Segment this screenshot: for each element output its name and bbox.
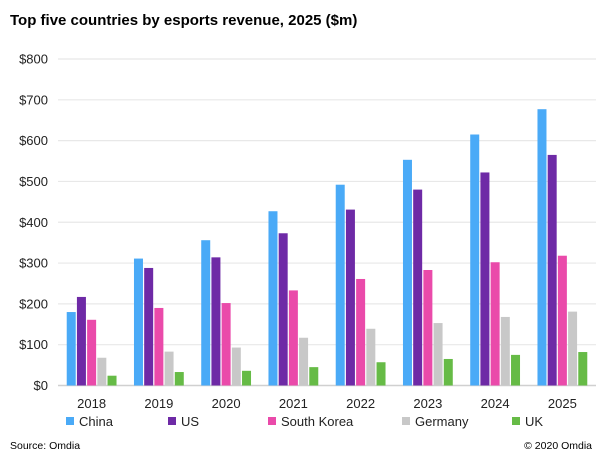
bar-us-2020	[211, 257, 221, 386]
x-tick-label: 2018	[77, 396, 106, 411]
bar-south-korea-2024	[490, 262, 500, 386]
legend-swatch-germany	[402, 417, 410, 425]
bar-south-korea-2019	[154, 307, 164, 386]
y-tick-label: $700	[19, 92, 48, 107]
bar-china-2021	[268, 211, 278, 386]
legend-label: China	[79, 414, 114, 429]
bar-germany-2023	[433, 323, 443, 386]
bar-us-2022	[345, 209, 355, 386]
bar-china-2020	[201, 240, 211, 386]
bar-china-2025	[537, 109, 547, 386]
y-tick-label: $400	[19, 215, 48, 230]
bar-south-korea-2022	[356, 278, 366, 386]
source-note: Source: Omdia	[10, 440, 81, 452]
legend-swatch-us	[168, 417, 176, 425]
legend-label: South Korea	[281, 414, 354, 429]
bar-china-2018	[66, 312, 76, 386]
bar-us-2025	[547, 154, 557, 386]
bar-germany-2018	[97, 357, 107, 386]
bar-china-2023	[402, 159, 412, 386]
y-tick-label: $300	[19, 256, 48, 271]
legend-swatch-uk	[512, 417, 520, 425]
bar-germany-2025	[568, 311, 578, 386]
y-tick-label: $200	[19, 296, 48, 311]
bar-germany-2019	[164, 351, 174, 386]
y-tick-label: $100	[19, 337, 48, 352]
y-tick-label: $800	[19, 52, 48, 67]
x-tick-label: 2021	[279, 396, 308, 411]
bar-south-korea-2023	[423, 270, 433, 386]
bar-uk-2019	[174, 372, 184, 386]
bar-south-korea-2018	[87, 319, 97, 386]
bar-china-2024	[470, 134, 480, 386]
bar-us-2019	[144, 267, 154, 386]
bar-uk-2020	[242, 370, 252, 386]
legend-label: US	[181, 414, 199, 429]
bar-south-korea-2021	[288, 290, 298, 386]
bar-china-2019	[133, 258, 143, 386]
bar-uk-2022	[376, 362, 386, 386]
copyright-note: © 2020 Omdia	[524, 440, 592, 452]
bar-germany-2020	[231, 347, 241, 386]
x-tick-label: 2020	[212, 396, 241, 411]
x-tick-label: 2024	[481, 396, 510, 411]
legend-label: Germany	[415, 414, 469, 429]
bar-us-2021	[278, 233, 288, 386]
y-tick-label: $500	[19, 174, 48, 189]
chart-title: Top five countries by esports revenue, 2…	[10, 12, 358, 29]
x-tick-label: 2022	[346, 396, 375, 411]
bar-us-2024	[480, 172, 490, 386]
bar-germany-2021	[299, 337, 309, 386]
legend-swatch-south-korea	[268, 417, 276, 425]
bar-us-2023	[413, 189, 423, 386]
bar-south-korea-2020	[221, 303, 231, 386]
legend-label: UK	[525, 414, 543, 429]
bar-uk-2024	[511, 354, 521, 386]
legend-swatch-china	[66, 417, 74, 425]
y-tick-label: $600	[19, 133, 48, 148]
y-tick-label: $0	[34, 378, 48, 393]
bar-china-2022	[335, 184, 345, 386]
bar-uk-2023	[443, 358, 453, 386]
bar-uk-2021	[309, 367, 319, 386]
bar-germany-2024	[500, 316, 510, 386]
x-tick-label: 2023	[413, 396, 442, 411]
bar-uk-2025	[578, 352, 588, 386]
bar-south-korea-2025	[557, 255, 567, 386]
bar-uk-2018	[107, 375, 117, 386]
bar-us-2018	[76, 296, 86, 386]
x-tick-label: 2025	[548, 396, 577, 411]
x-tick-label: 2019	[144, 396, 173, 411]
bar-germany-2022	[366, 328, 376, 386]
